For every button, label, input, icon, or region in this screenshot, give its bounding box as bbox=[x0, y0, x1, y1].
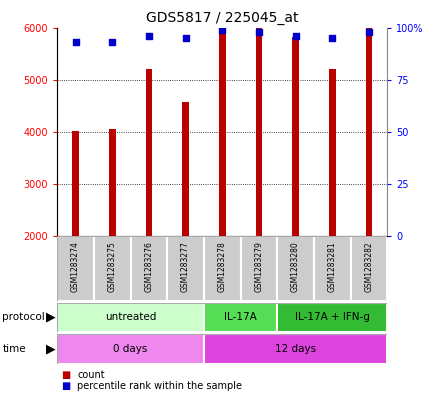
Bar bbox=[241, 236, 277, 301]
Bar bbox=[182, 102, 189, 236]
Bar bbox=[219, 0, 226, 236]
Point bbox=[182, 35, 189, 41]
Text: GSM1283280: GSM1283280 bbox=[291, 242, 300, 292]
Title: GDS5817 / 225045_at: GDS5817 / 225045_at bbox=[146, 11, 298, 25]
Bar bbox=[72, 130, 79, 236]
Text: GSM1283281: GSM1283281 bbox=[328, 242, 337, 292]
Point bbox=[72, 39, 79, 45]
Text: ▶: ▶ bbox=[46, 311, 55, 324]
Text: GSM1283274: GSM1283274 bbox=[71, 241, 80, 292]
Text: IL-17A + IFN-g: IL-17A + IFN-g bbox=[295, 312, 370, 322]
Text: GSM1283282: GSM1283282 bbox=[364, 242, 374, 292]
Text: count: count bbox=[77, 370, 105, 380]
Bar bbox=[277, 303, 387, 332]
Bar bbox=[351, 236, 387, 301]
Text: ▶: ▶ bbox=[46, 342, 55, 355]
Text: 0 days: 0 days bbox=[114, 344, 148, 354]
Bar bbox=[94, 236, 131, 301]
Point bbox=[329, 35, 336, 41]
Text: protocol: protocol bbox=[2, 312, 45, 322]
Text: GSM1283275: GSM1283275 bbox=[108, 241, 117, 292]
Bar bbox=[167, 236, 204, 301]
Bar bbox=[314, 236, 351, 301]
Point bbox=[109, 39, 116, 45]
Bar bbox=[204, 236, 241, 301]
Text: IL-17A: IL-17A bbox=[224, 312, 257, 322]
Text: ■: ■ bbox=[62, 370, 71, 380]
Point bbox=[145, 33, 152, 39]
Point bbox=[255, 29, 262, 35]
Text: 12 days: 12 days bbox=[275, 344, 316, 354]
Text: percentile rank within the sample: percentile rank within the sample bbox=[77, 381, 242, 391]
Point bbox=[219, 26, 226, 33]
Bar bbox=[146, 69, 152, 236]
Text: GSM1283277: GSM1283277 bbox=[181, 241, 190, 292]
Point bbox=[365, 29, 372, 35]
Bar bbox=[131, 236, 167, 301]
Bar bbox=[277, 236, 314, 301]
Bar bbox=[204, 303, 277, 332]
Bar bbox=[57, 236, 94, 301]
Bar bbox=[57, 334, 204, 364]
Bar bbox=[57, 303, 204, 332]
Point bbox=[292, 33, 299, 39]
Bar bbox=[109, 129, 116, 236]
Text: GSM1283278: GSM1283278 bbox=[218, 242, 227, 292]
Bar bbox=[366, 19, 372, 236]
Text: untreated: untreated bbox=[105, 312, 156, 322]
Bar bbox=[292, 37, 299, 236]
Bar bbox=[329, 69, 336, 236]
Text: ■: ■ bbox=[62, 381, 71, 391]
Text: GSM1283276: GSM1283276 bbox=[144, 241, 154, 292]
Bar bbox=[204, 334, 387, 364]
Bar bbox=[256, 0, 262, 236]
Text: GSM1283279: GSM1283279 bbox=[254, 241, 264, 292]
Text: time: time bbox=[2, 344, 26, 354]
